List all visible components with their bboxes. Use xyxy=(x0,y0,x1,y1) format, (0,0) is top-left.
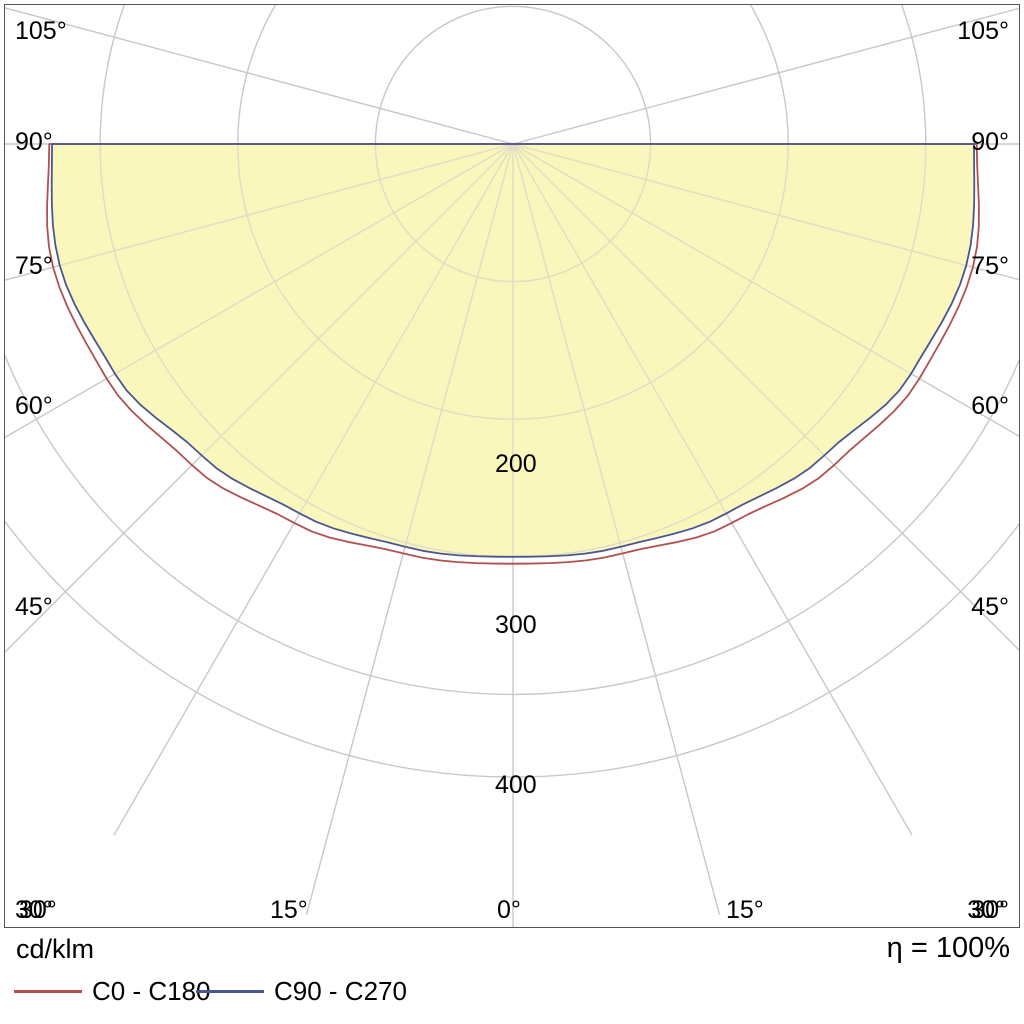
grid-spoke--105 xyxy=(5,7,514,145)
ring-label-400: 400 xyxy=(495,771,537,799)
grid-spoke-30 xyxy=(512,144,913,557)
grid-spoke--60 xyxy=(51,144,514,544)
axis-label-right-60: 60° xyxy=(971,392,1009,420)
ring-label-300: 300 xyxy=(495,611,537,639)
legend-swatch-c0-c180 xyxy=(14,989,82,993)
curve-c90-c270 xyxy=(50,143,976,558)
axis-label-left-75: 75° xyxy=(15,252,53,280)
plot-frame: 105° 90° 75° 60° 45° 30° 105° 90° 75° 60… xyxy=(4,4,1020,928)
grid-spoke--45 xyxy=(51,144,514,557)
axis-label-bottom-15-right: 15° xyxy=(726,896,764,924)
legend: cd/klm η = 100% C0 - C180 C90 - C270 xyxy=(0,930,1024,1024)
legend-swatch-c90-c270 xyxy=(196,989,264,993)
axis-label-right-30: 30° xyxy=(971,896,1009,924)
axis-label-bottom-30-right: 30° xyxy=(967,896,1005,924)
distribution-fill xyxy=(51,144,975,557)
grid-spoke--15 xyxy=(305,144,514,557)
axis-label-right-75: 75° xyxy=(971,252,1009,280)
distribution-curves xyxy=(46,143,980,565)
grid-spoke-60 xyxy=(512,144,975,544)
axis-label-right-45: 45° xyxy=(971,593,1009,621)
ring-label-200: 200 xyxy=(495,450,537,478)
grid-spoke-75 xyxy=(512,144,975,352)
polar-grid-overlay xyxy=(51,144,975,557)
grid-spoke--75 xyxy=(51,144,514,352)
legend-entry-c0-c180[interactable]: C0 - C180 xyxy=(14,976,211,1006)
axis-label-bottom-15-left: 15° xyxy=(270,896,308,924)
efficiency-label: η = 100% xyxy=(886,932,1010,964)
axis-label-bottom-0: 0° xyxy=(497,896,521,924)
axis-label-right-90: 90° xyxy=(971,128,1009,156)
legend-label-c90-c270: C90 - C270 xyxy=(274,976,407,1006)
axis-label-left-60: 60° xyxy=(15,392,53,420)
curve-c0-c180 xyxy=(46,143,980,565)
axis-label-bottom-30-left: 30° xyxy=(19,896,57,924)
polar-plot-svg xyxy=(5,5,1019,927)
axis-label-left-45: 45° xyxy=(15,593,53,621)
legend-label-c0-c180: C0 - C180 xyxy=(92,976,211,1006)
grid-spoke-105 xyxy=(512,7,1019,145)
axis-label-left-30: 30° xyxy=(15,896,53,924)
axis-label-right-105: 105° xyxy=(957,17,1009,45)
axis-label-left-105: 105° xyxy=(15,17,67,45)
legend-entry-c90-c270[interactable]: C90 - C270 xyxy=(196,976,407,1006)
grid-spoke--30 xyxy=(113,144,514,557)
axis-label-left-90: 90° xyxy=(15,128,53,156)
unit-label: cd/klm xyxy=(16,934,95,964)
grid-spoke-15 xyxy=(512,144,721,557)
grid-spoke-45 xyxy=(512,144,975,557)
